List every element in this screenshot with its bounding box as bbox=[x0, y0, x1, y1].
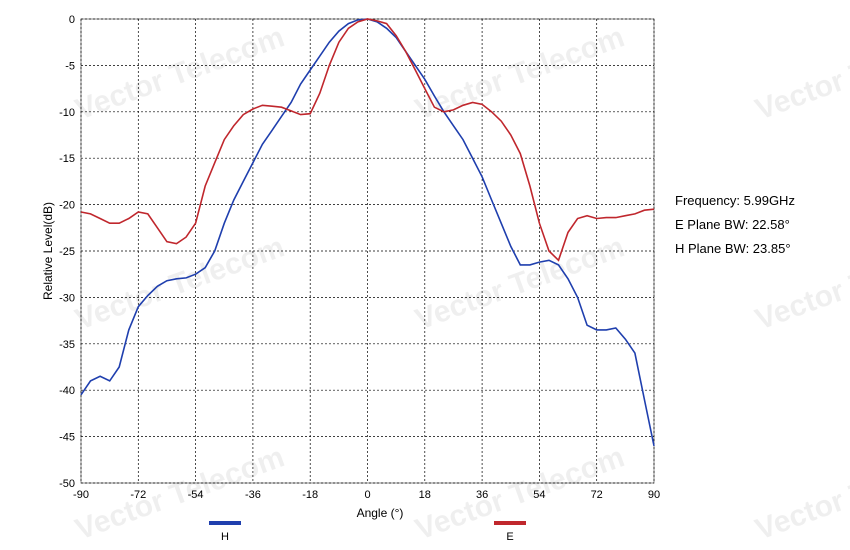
x-axis-label: Angle (°) bbox=[357, 506, 404, 520]
x-tick-label: -54 bbox=[188, 489, 204, 501]
y-tick-label: -40 bbox=[59, 385, 75, 397]
annotation: H Plane BW: 23.85° bbox=[675, 241, 791, 256]
series-line bbox=[80, 18, 655, 262]
watermark: Vector Telecom bbox=[71, 20, 289, 126]
watermark: Vector Telecom bbox=[751, 440, 850, 546]
x-tick-label: 36 bbox=[476, 489, 488, 501]
y-tick-label: -10 bbox=[59, 107, 75, 119]
y-tick-label: -20 bbox=[59, 200, 75, 212]
x-tick-label: -18 bbox=[302, 489, 318, 501]
watermark: Vector Telecom bbox=[71, 230, 289, 336]
x-tick-label: 18 bbox=[419, 489, 431, 501]
x-tick-label: 0 bbox=[364, 489, 370, 501]
x-tick-label: 90 bbox=[648, 489, 660, 501]
legend-swatch bbox=[209, 521, 241, 525]
legend-swatch bbox=[494, 521, 526, 525]
y-tick-label: -30 bbox=[59, 292, 75, 304]
annotation: E Plane BW: 22.58° bbox=[675, 217, 790, 232]
y-tick-label: -25 bbox=[59, 246, 75, 258]
y-axis-label: Relative Level(dB) bbox=[41, 202, 55, 300]
y-tick-label: -45 bbox=[59, 432, 75, 444]
y-tick-label: -15 bbox=[59, 153, 75, 165]
x-tick-label: -36 bbox=[245, 489, 261, 501]
x-tick-label: -90 bbox=[73, 489, 89, 501]
watermark: Vector Telecom bbox=[411, 230, 629, 336]
x-tick-label: 72 bbox=[591, 489, 603, 501]
annotation: Frequency: 5.99GHz bbox=[675, 193, 795, 208]
y-tick-label: 0 bbox=[69, 14, 75, 26]
y-tick-label: -5 bbox=[65, 60, 75, 72]
x-tick-label: 54 bbox=[533, 489, 545, 501]
y-tick-label: -35 bbox=[59, 339, 75, 351]
x-tick-label: -72 bbox=[130, 489, 146, 501]
legend-label: E bbox=[506, 531, 513, 543]
legend-label: H bbox=[221, 531, 229, 543]
watermark: Vector Telecom bbox=[751, 20, 850, 126]
y-tick-label: -50 bbox=[59, 478, 75, 490]
